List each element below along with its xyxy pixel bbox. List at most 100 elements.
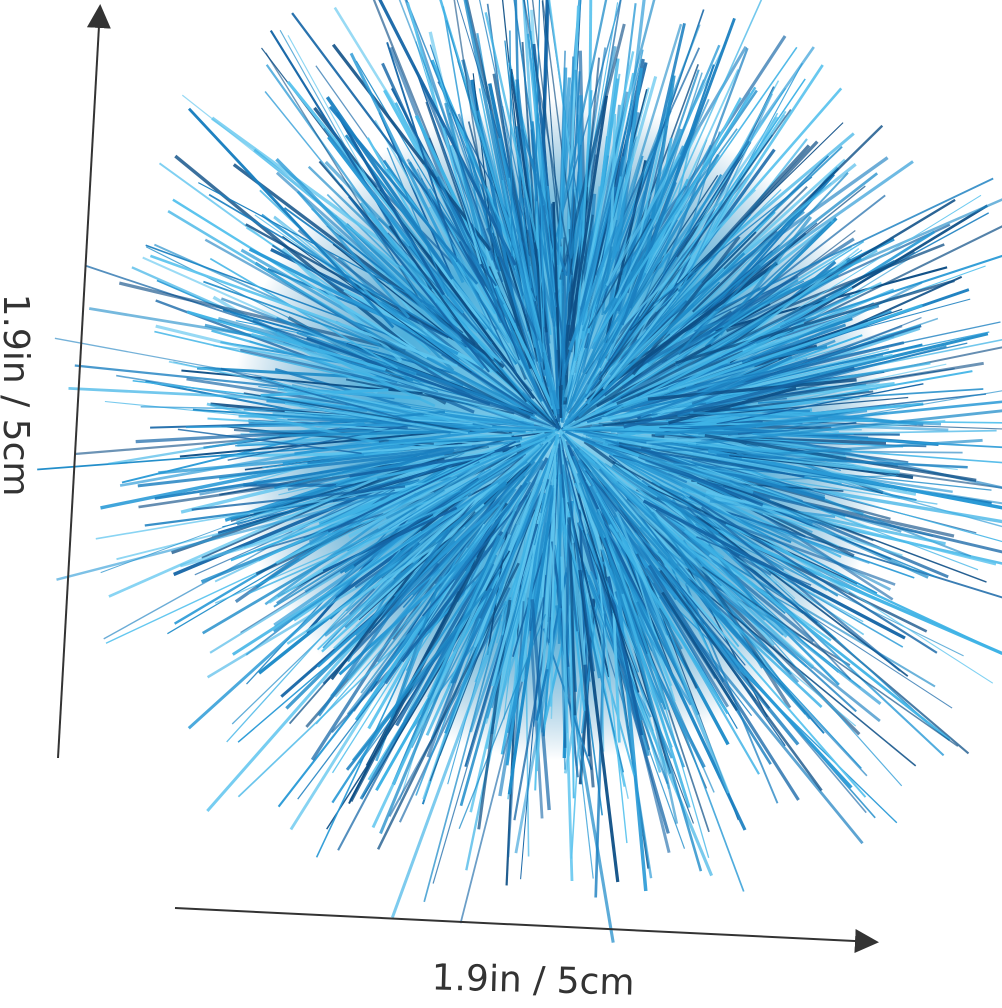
tinsel-strand <box>56 493 386 581</box>
tinsel-strand <box>637 116 777 317</box>
tinsel-strand <box>725 435 901 500</box>
tinsel-strand <box>661 591 739 712</box>
tinsel-strand <box>635 128 665 254</box>
tinsel-strand <box>412 434 554 564</box>
tinsel-strand <box>617 22 686 312</box>
tinsel-strand <box>250 332 556 431</box>
tinsel-strand <box>284 402 469 435</box>
tinsel-strand <box>641 274 799 366</box>
tinsel-strand <box>520 129 568 276</box>
tinsel-strand <box>243 392 480 434</box>
tinsel-strand <box>331 43 492 252</box>
tinsel-strand <box>702 566 959 747</box>
tinsel-strand <box>452 481 529 581</box>
tinsel-strand <box>179 428 473 458</box>
tinsel-strand <box>602 290 680 390</box>
tinsel-strand <box>484 12 540 249</box>
tinsel-strand <box>507 601 525 858</box>
tinsel-strand <box>204 238 493 402</box>
tinsel-strand <box>309 433 546 546</box>
tinsel-strand <box>386 147 449 297</box>
tinsel-strand <box>465 571 530 871</box>
tinsel-strand <box>718 215 813 336</box>
tinsel-strand <box>632 562 676 702</box>
tinsel-strand <box>531 0 565 270</box>
tinsel-strand <box>154 450 453 500</box>
tinsel-strand <box>739 438 983 458</box>
height-label: 1.9in / 5cm <box>0 294 36 497</box>
tinsel-strand <box>689 495 938 654</box>
tinsel-strand <box>348 195 490 373</box>
tinsel-strand <box>372 0 481 264</box>
tinsel-strand <box>594 240 865 412</box>
tinsel-strand <box>444 448 555 734</box>
tinsel-strand <box>203 280 381 346</box>
tinsel-strand <box>416 168 497 339</box>
tinsel-strand <box>457 113 525 296</box>
tinsel-strand <box>478 0 535 254</box>
tinsel-strand <box>714 496 903 557</box>
tinsel-strand <box>137 448 455 488</box>
tinsel-strand <box>349 452 491 478</box>
tinsel-strand <box>616 350 744 405</box>
tinsel-strand <box>231 492 472 725</box>
tinsel-strand <box>296 190 411 319</box>
tinsel-strand <box>135 425 408 444</box>
tinsel-strand <box>274 368 411 410</box>
tinsel-strand <box>451 136 504 283</box>
tinsel-strand <box>653 78 806 303</box>
tinsel-strand <box>567 259 612 410</box>
tinsel-strand <box>636 480 828 591</box>
tinsel-strand <box>378 112 463 300</box>
tinsel-strand <box>562 521 636 776</box>
tinsel-strand <box>567 226 619 351</box>
tinsel-strand <box>317 529 451 717</box>
tinsel-strand <box>298 459 416 499</box>
tinsel-strand <box>650 448 876 530</box>
tinsel-strand <box>636 80 780 340</box>
tinsel-strand <box>681 585 867 798</box>
tinsel-strand <box>606 576 644 736</box>
tinsel-strand <box>509 30 513 257</box>
tinsel-strand <box>582 24 701 332</box>
tinsel-strand <box>588 441 878 595</box>
tinsel-strand <box>504 40 532 289</box>
tinsel-strand <box>629 122 844 331</box>
tinsel-strand <box>582 219 618 373</box>
tinsel-strand <box>330 528 477 697</box>
tinsel-strand <box>245 223 468 348</box>
tinsel-strand <box>430 523 517 739</box>
tinsel-strand <box>154 330 396 388</box>
tinsel-strand <box>174 154 409 348</box>
tinsel-strand <box>191 485 406 511</box>
tinsel-strand <box>278 430 556 496</box>
tinsel-strand <box>361 283 460 361</box>
tinsel-strand <box>378 0 517 266</box>
tinsel-strand <box>657 560 857 727</box>
tinsel-strand <box>716 453 968 469</box>
tinsel-strand <box>168 360 493 427</box>
tinsel-strand <box>95 482 426 540</box>
tinsel-strand <box>307 440 521 465</box>
tinsel-strand <box>374 187 534 379</box>
tinsel-strand <box>208 193 479 354</box>
tinsel-strand <box>601 267 725 389</box>
tinsel-strand <box>683 529 951 741</box>
tinsel-strand <box>631 235 741 376</box>
tinsel-strand <box>563 429 738 435</box>
tinsel-strand <box>605 482 815 669</box>
tinsel-strand <box>118 281 406 353</box>
tinsel-strand <box>37 443 372 471</box>
tinsel-strand <box>526 0 556 293</box>
tinsel-strand <box>614 396 909 424</box>
tinsel-strand <box>647 564 800 801</box>
tinsel-strand <box>323 127 506 363</box>
tinsel-strand <box>596 563 671 854</box>
tinsel-strand <box>667 321 805 391</box>
tinsel-strand <box>318 452 465 527</box>
tinsel-strand <box>643 501 772 576</box>
tinsel-strand <box>387 232 533 392</box>
tinsel-strand <box>598 109 792 381</box>
tinsel-strand <box>415 371 555 430</box>
